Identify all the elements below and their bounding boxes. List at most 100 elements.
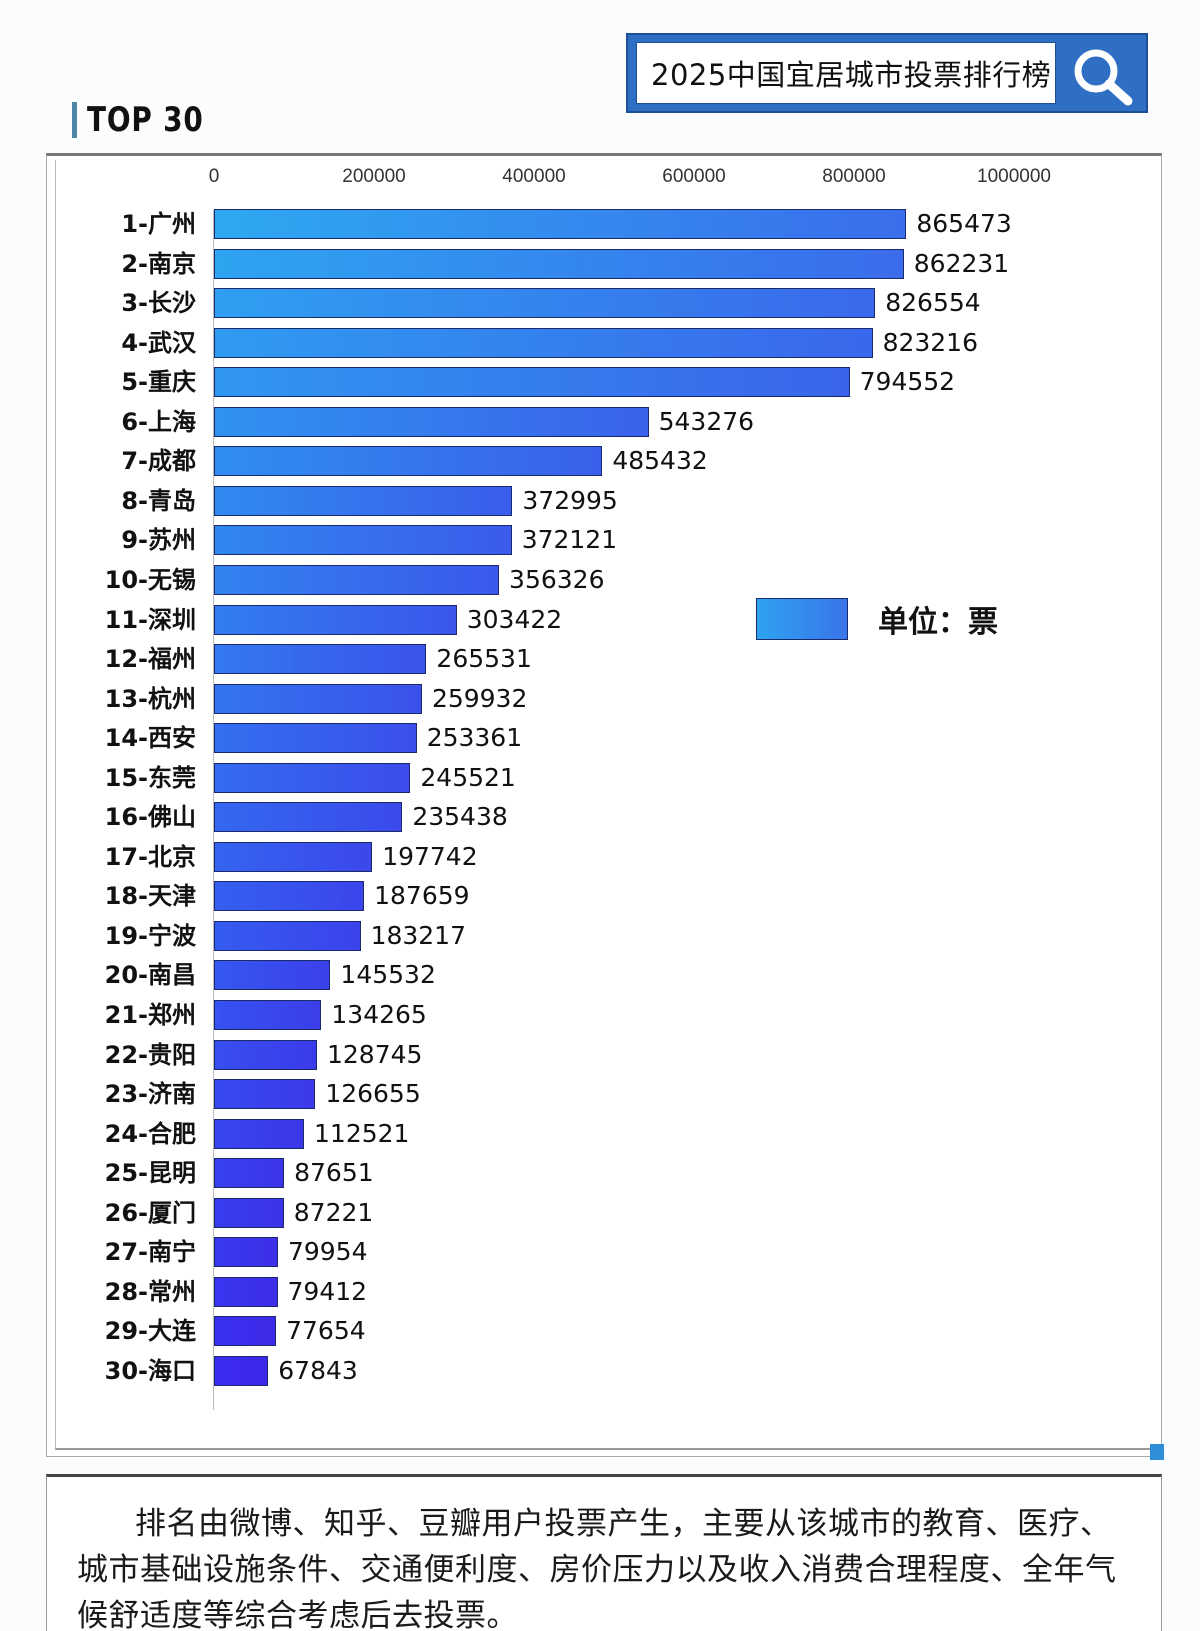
bar-category-label: 15-东莞: [104, 763, 196, 792]
bar: [214, 1355, 269, 1386]
bar: [214, 723, 417, 754]
bar-value-label: 372121: [521, 525, 618, 555]
bar-category-label: 26-厦门: [104, 1198, 196, 1227]
x-tick-label: 200000: [342, 166, 406, 187]
bar: [214, 248, 904, 279]
bar: [214, 525, 512, 556]
bar: [214, 960, 331, 991]
bar: [214, 604, 457, 635]
legend-swatch: [756, 598, 848, 640]
bar-value-label: 79412: [287, 1276, 368, 1306]
bar-category-label: 4-武汉: [121, 328, 196, 357]
bar-value-label: 126655: [325, 1079, 421, 1109]
bar: [214, 802, 403, 833]
bar-row: 18-天津 187659: [0, 880, 1200, 912]
bar: [214, 644, 427, 675]
note-panel: 排名由微博、知乎、豆瓣用户投票产生，主要从该城市的教育、医疗、城市基础设施条件、…: [46, 1474, 1162, 1631]
bar-row: 27-南宁 79954: [0, 1236, 1200, 1268]
x-tick-label: 600000: [662, 166, 726, 187]
bar-value-label: 259932: [431, 683, 528, 713]
bar-row: 20-南昌 145532: [0, 959, 1200, 991]
bar-value-label: 865473: [916, 209, 1012, 238]
bar-row: 12-福州 265531: [0, 643, 1200, 675]
chart-inner-border: [55, 160, 1161, 1450]
bar-category-label: 21-郑州: [104, 1001, 196, 1029]
section-title: TOP 30: [87, 100, 204, 140]
bar: [214, 1316, 277, 1347]
bar-value-label: 87651: [294, 1158, 374, 1188]
bar: [214, 1000, 322, 1030]
bar-value-label: 862231: [913, 248, 1010, 278]
bar-category-label: 5-重庆: [121, 368, 196, 397]
bar-value-label: 303422: [466, 604, 563, 634]
bar: [214, 1039, 317, 1070]
bar-category-label: 19-宁波: [104, 921, 196, 950]
bar: [214, 1158, 285, 1189]
bar-category-label: 24-合肥: [104, 1119, 196, 1148]
bar-category-label: 28-常州: [104, 1277, 196, 1306]
x-tick-label: 800000: [822, 166, 886, 187]
bar: [214, 367, 850, 398]
title-search-box: 2025中国宜居城市投票排行榜: [626, 33, 1148, 113]
chart-title: 2025中国宜居城市投票排行榜: [636, 42, 1056, 104]
bar: [214, 683, 422, 714]
bar-value-label: 67843: [278, 1355, 358, 1385]
bar-value-label: 794552: [859, 367, 956, 397]
bar-value-label: 823216: [882, 327, 978, 357]
bar-value-label: 134265: [331, 1000, 427, 1029]
bar: [214, 762, 411, 793]
bar-row: 2-南京 862231: [0, 248, 1200, 280]
legend: 单位：票: [756, 597, 998, 641]
bar-category-label: 7-成都: [121, 447, 196, 476]
bar-value-label: 245521: [420, 762, 516, 792]
bar-row: 28-常州 79412: [0, 1276, 1200, 1308]
bar-value-label: 79954: [287, 1237, 368, 1267]
bar-category-label: 30-海口: [104, 1356, 196, 1385]
bar-category-label: 20-南昌: [104, 961, 196, 990]
bar-category-label: 27-南宁: [104, 1238, 196, 1267]
bar-category-label: 2-南京: [121, 249, 196, 278]
bar: [214, 1118, 305, 1149]
bar-value-label: 235438: [412, 802, 508, 832]
bar: [214, 1276, 278, 1307]
bar-row: 24-合肥 112521: [0, 1118, 1200, 1150]
magnifier-icon: [1062, 39, 1144, 107]
bar: [214, 406, 649, 437]
bar-row: 21-郑州 134265: [0, 999, 1200, 1031]
bar-value-label: 197742: [382, 841, 478, 871]
bar: [214, 1237, 278, 1268]
bar: [214, 446, 603, 477]
bar-row: 17-北京 197742: [0, 841, 1200, 873]
bar-value-label: 356326: [509, 564, 605, 594]
bar-row: 5-重庆 794552: [0, 366, 1200, 398]
section-heading: TOP 30: [72, 100, 229, 140]
x-tick-label: 400000: [502, 166, 566, 187]
bar-value-label: 372995: [522, 485, 618, 515]
bar-value-label: 543276: [658, 406, 755, 436]
bar-category-label: 25-昆明: [104, 1159, 196, 1188]
bar-value-label: 87221: [293, 1197, 374, 1227]
bar: [214, 288, 876, 319]
bar: [214, 841, 373, 872]
x-tick-label: 1000000: [977, 166, 1051, 187]
bar-row: 8-青岛 372995: [0, 485, 1200, 517]
bar-row: 22-贵阳 128745: [0, 1039, 1200, 1071]
bar-category-label: 29-大连: [104, 1317, 196, 1346]
bar-row: 25-昆明 87651: [0, 1157, 1200, 1189]
bar: [214, 485, 513, 516]
bar-row: 14-西安 253361: [0, 722, 1200, 754]
bar-row: 6-上海 543276: [0, 406, 1200, 438]
bar-value-label: 485432: [612, 446, 708, 476]
bar-row: 11-深圳 303422: [0, 604, 1200, 636]
bar-row: 19-宁波 183217: [0, 920, 1200, 952]
bar-category-label: 6-上海: [121, 407, 196, 436]
bar-category-label: 12-福州: [104, 645, 196, 674]
corner-accent: [1150, 1444, 1164, 1460]
bar-row: 13-杭州 259932: [0, 683, 1200, 715]
bar-value-label: 112521: [314, 1118, 410, 1148]
bar-category-label: 10-无锡: [104, 565, 196, 594]
bar-category-label: 23-济南: [104, 1080, 196, 1109]
bar-category-label: 18-天津: [104, 882, 196, 911]
bar-row: 29-大连 77654: [0, 1315, 1200, 1347]
bar-row: 16-佛山 235438: [0, 801, 1200, 833]
